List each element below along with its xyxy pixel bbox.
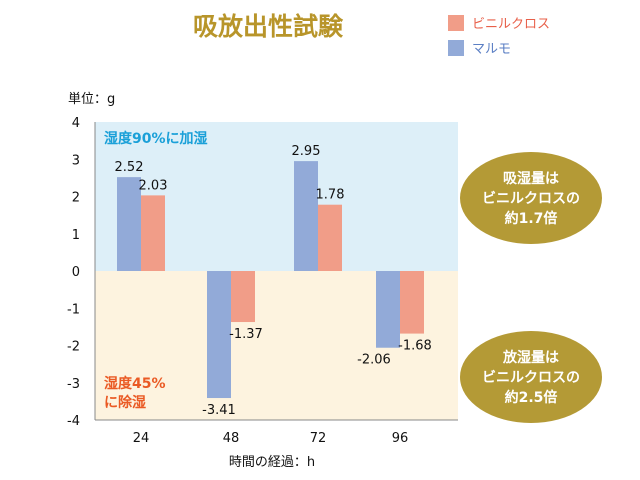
y-tick-label: 1 [72,228,80,243]
legend: ビニルクロス マルモ [448,15,550,57]
badge-line: ビニルクロスの [482,191,580,207]
bar-vinyl-cloth [318,204,342,271]
data-label: -1.37 [229,327,263,342]
y-tick-label: -4 [67,414,80,429]
y-tick-labels: 4 3 2 1 0 -1 -2 -3 -4 [67,116,80,429]
y-tick-label: 3 [72,153,80,168]
x-tick-label: 72 [310,431,327,446]
x-tick-label: 24 [133,431,150,446]
x-tick-labels: 24 48 72 96 [133,431,409,446]
bar-vinyl-cloth [400,271,424,334]
y-tick-label: 4 [72,116,80,131]
bar-marumo [294,161,318,271]
legend-label-vinyl-cloth: ビニルクロス [472,17,550,32]
humidity-release-badge: 放湿量は ビニルクロスの 約2.5倍 [460,331,602,423]
bar-marumo [376,271,400,348]
data-label: -2.06 [357,353,391,368]
data-labels: 2.52 2.03 -3.41 -1.37 2.95 1.78 -2.06 -1.68 [115,144,432,418]
y-tick-label: 2 [72,191,80,206]
chart-title: 吸放出性試験 [193,12,344,41]
badge-line: ビニルクロスの [482,370,580,386]
data-label: -3.41 [202,403,236,418]
badge-ellipse [460,331,602,423]
x-tick-label: 96 [392,431,409,446]
bar-marumo [117,177,141,271]
legend-swatch-vinyl-cloth [448,15,464,31]
dehumidify-zone-label-line2: に除湿 [104,394,146,411]
y-tick-label: -1 [67,302,80,317]
x-tick-label: 48 [223,431,240,446]
humidity-absorb-badge: 吸湿量は ビニルクロスの 約1.7倍 [460,152,602,244]
badge-ellipse [460,152,602,244]
badge-line: 放湿量は [502,349,559,366]
humidify-zone-label: 湿度90%に加湿 [104,130,208,147]
badge-line: 約1.7倍 [505,210,558,227]
bar-vinyl-cloth [141,195,165,271]
legend-label-marumo: マルモ [472,42,511,57]
data-label: 2.95 [292,144,321,159]
dehumidify-zone-label-line1: 湿度45% [104,375,166,392]
badge-line: 約2.5倍 [505,389,558,406]
y-tick-label: -2 [67,340,80,355]
y-axis-unit-label: 単位：g [68,91,115,107]
legend-swatch-marumo [448,40,464,56]
badge-line: 吸湿量は [503,171,559,187]
bar-vinyl-cloth [231,271,255,323]
data-label: -1.68 [398,339,432,354]
data-label: 2.03 [139,178,168,193]
data-label: 2.52 [115,160,144,175]
bar-marumo [207,271,231,399]
y-tick-label: -3 [67,377,80,392]
x-axis-title: 時間の経過：h [229,455,315,470]
data-label: 1.78 [316,188,345,203]
y-tick-label: 0 [72,265,80,280]
bars [117,161,424,399]
